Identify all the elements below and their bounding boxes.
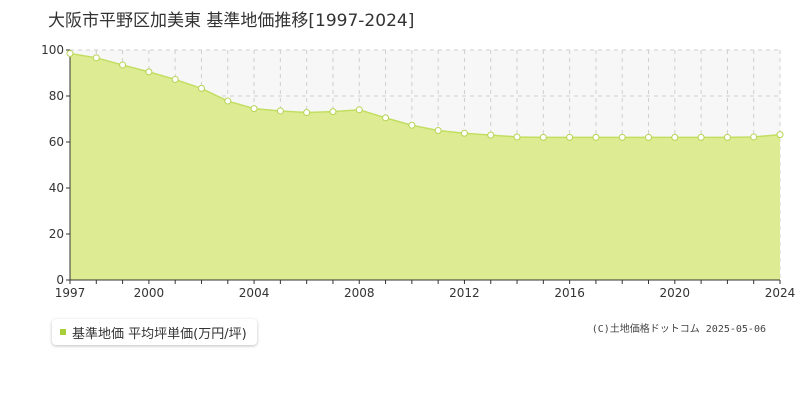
x-tick-label: 2012 bbox=[449, 286, 480, 300]
y-tick-label: 80 bbox=[49, 89, 64, 103]
data-point[interactable] bbox=[224, 97, 232, 105]
y-tick-label: 0 bbox=[56, 273, 64, 287]
data-point[interactable] bbox=[355, 106, 363, 114]
x-tick-label: 1997 bbox=[55, 286, 86, 300]
x-tick-label: 2016 bbox=[554, 286, 585, 300]
data-point[interactable] bbox=[276, 107, 284, 115]
x-tick-label: 2000 bbox=[134, 286, 165, 300]
x-tick-label: 2024 bbox=[765, 286, 796, 300]
data-point[interactable] bbox=[408, 121, 416, 129]
series-area bbox=[70, 53, 780, 281]
data-point[interactable] bbox=[776, 131, 784, 139]
x-tick-label: 2020 bbox=[660, 286, 691, 300]
data-point[interactable] bbox=[250, 105, 258, 113]
legend: 基準地価 平均坪単価(万円/坪) bbox=[52, 319, 257, 345]
data-point[interactable] bbox=[66, 49, 74, 57]
data-point[interactable] bbox=[723, 133, 731, 141]
legend-marker bbox=[60, 329, 66, 335]
data-point[interactable] bbox=[592, 133, 600, 141]
data-point[interactable] bbox=[697, 133, 705, 141]
data-point[interactable] bbox=[513, 133, 521, 141]
data-point[interactable] bbox=[145, 68, 153, 76]
axes bbox=[66, 49, 781, 284]
data-point[interactable] bbox=[460, 129, 468, 137]
chart-title: 大阪市平野区加美東 基準地価推移[1997-2024] bbox=[48, 11, 415, 31]
data-point[interactable] bbox=[671, 133, 679, 141]
data-point[interactable] bbox=[382, 114, 390, 122]
data-point[interactable] bbox=[566, 133, 574, 141]
data-point[interactable] bbox=[539, 133, 547, 141]
data-point[interactable] bbox=[329, 108, 337, 116]
data-point[interactable] bbox=[197, 84, 205, 92]
data-point[interactable] bbox=[618, 133, 626, 141]
legend-label: 基準地価 平均坪単価(万円/坪) bbox=[72, 326, 247, 342]
data-point[interactable] bbox=[487, 131, 495, 139]
data-point[interactable] bbox=[645, 133, 653, 141]
data-points bbox=[66, 49, 784, 141]
y-axis-ticks: 0 20 40 60 80 100 bbox=[41, 43, 64, 287]
x-axis-ticks: 1997 2000 2004 2008 2012 2016 2020 2024 bbox=[55, 286, 796, 300]
y-tick-label: 20 bbox=[49, 227, 64, 241]
data-point[interactable] bbox=[171, 75, 179, 83]
credit-text: (C)土地価格ドットコム 2025-05-06 bbox=[591, 324, 766, 335]
series-line bbox=[69, 52, 781, 139]
data-point[interactable] bbox=[303, 109, 311, 117]
data-point[interactable] bbox=[434, 127, 442, 134]
y-tick-label: 40 bbox=[49, 181, 64, 195]
data-point[interactable] bbox=[92, 54, 100, 62]
data-point[interactable] bbox=[119, 61, 127, 69]
x-tick-label: 2004 bbox=[239, 286, 270, 300]
y-tick-label: 60 bbox=[49, 135, 64, 149]
y-tick-label: 100 bbox=[41, 43, 64, 57]
x-tick-label: 2008 bbox=[344, 286, 375, 300]
data-point[interactable] bbox=[750, 133, 758, 141]
